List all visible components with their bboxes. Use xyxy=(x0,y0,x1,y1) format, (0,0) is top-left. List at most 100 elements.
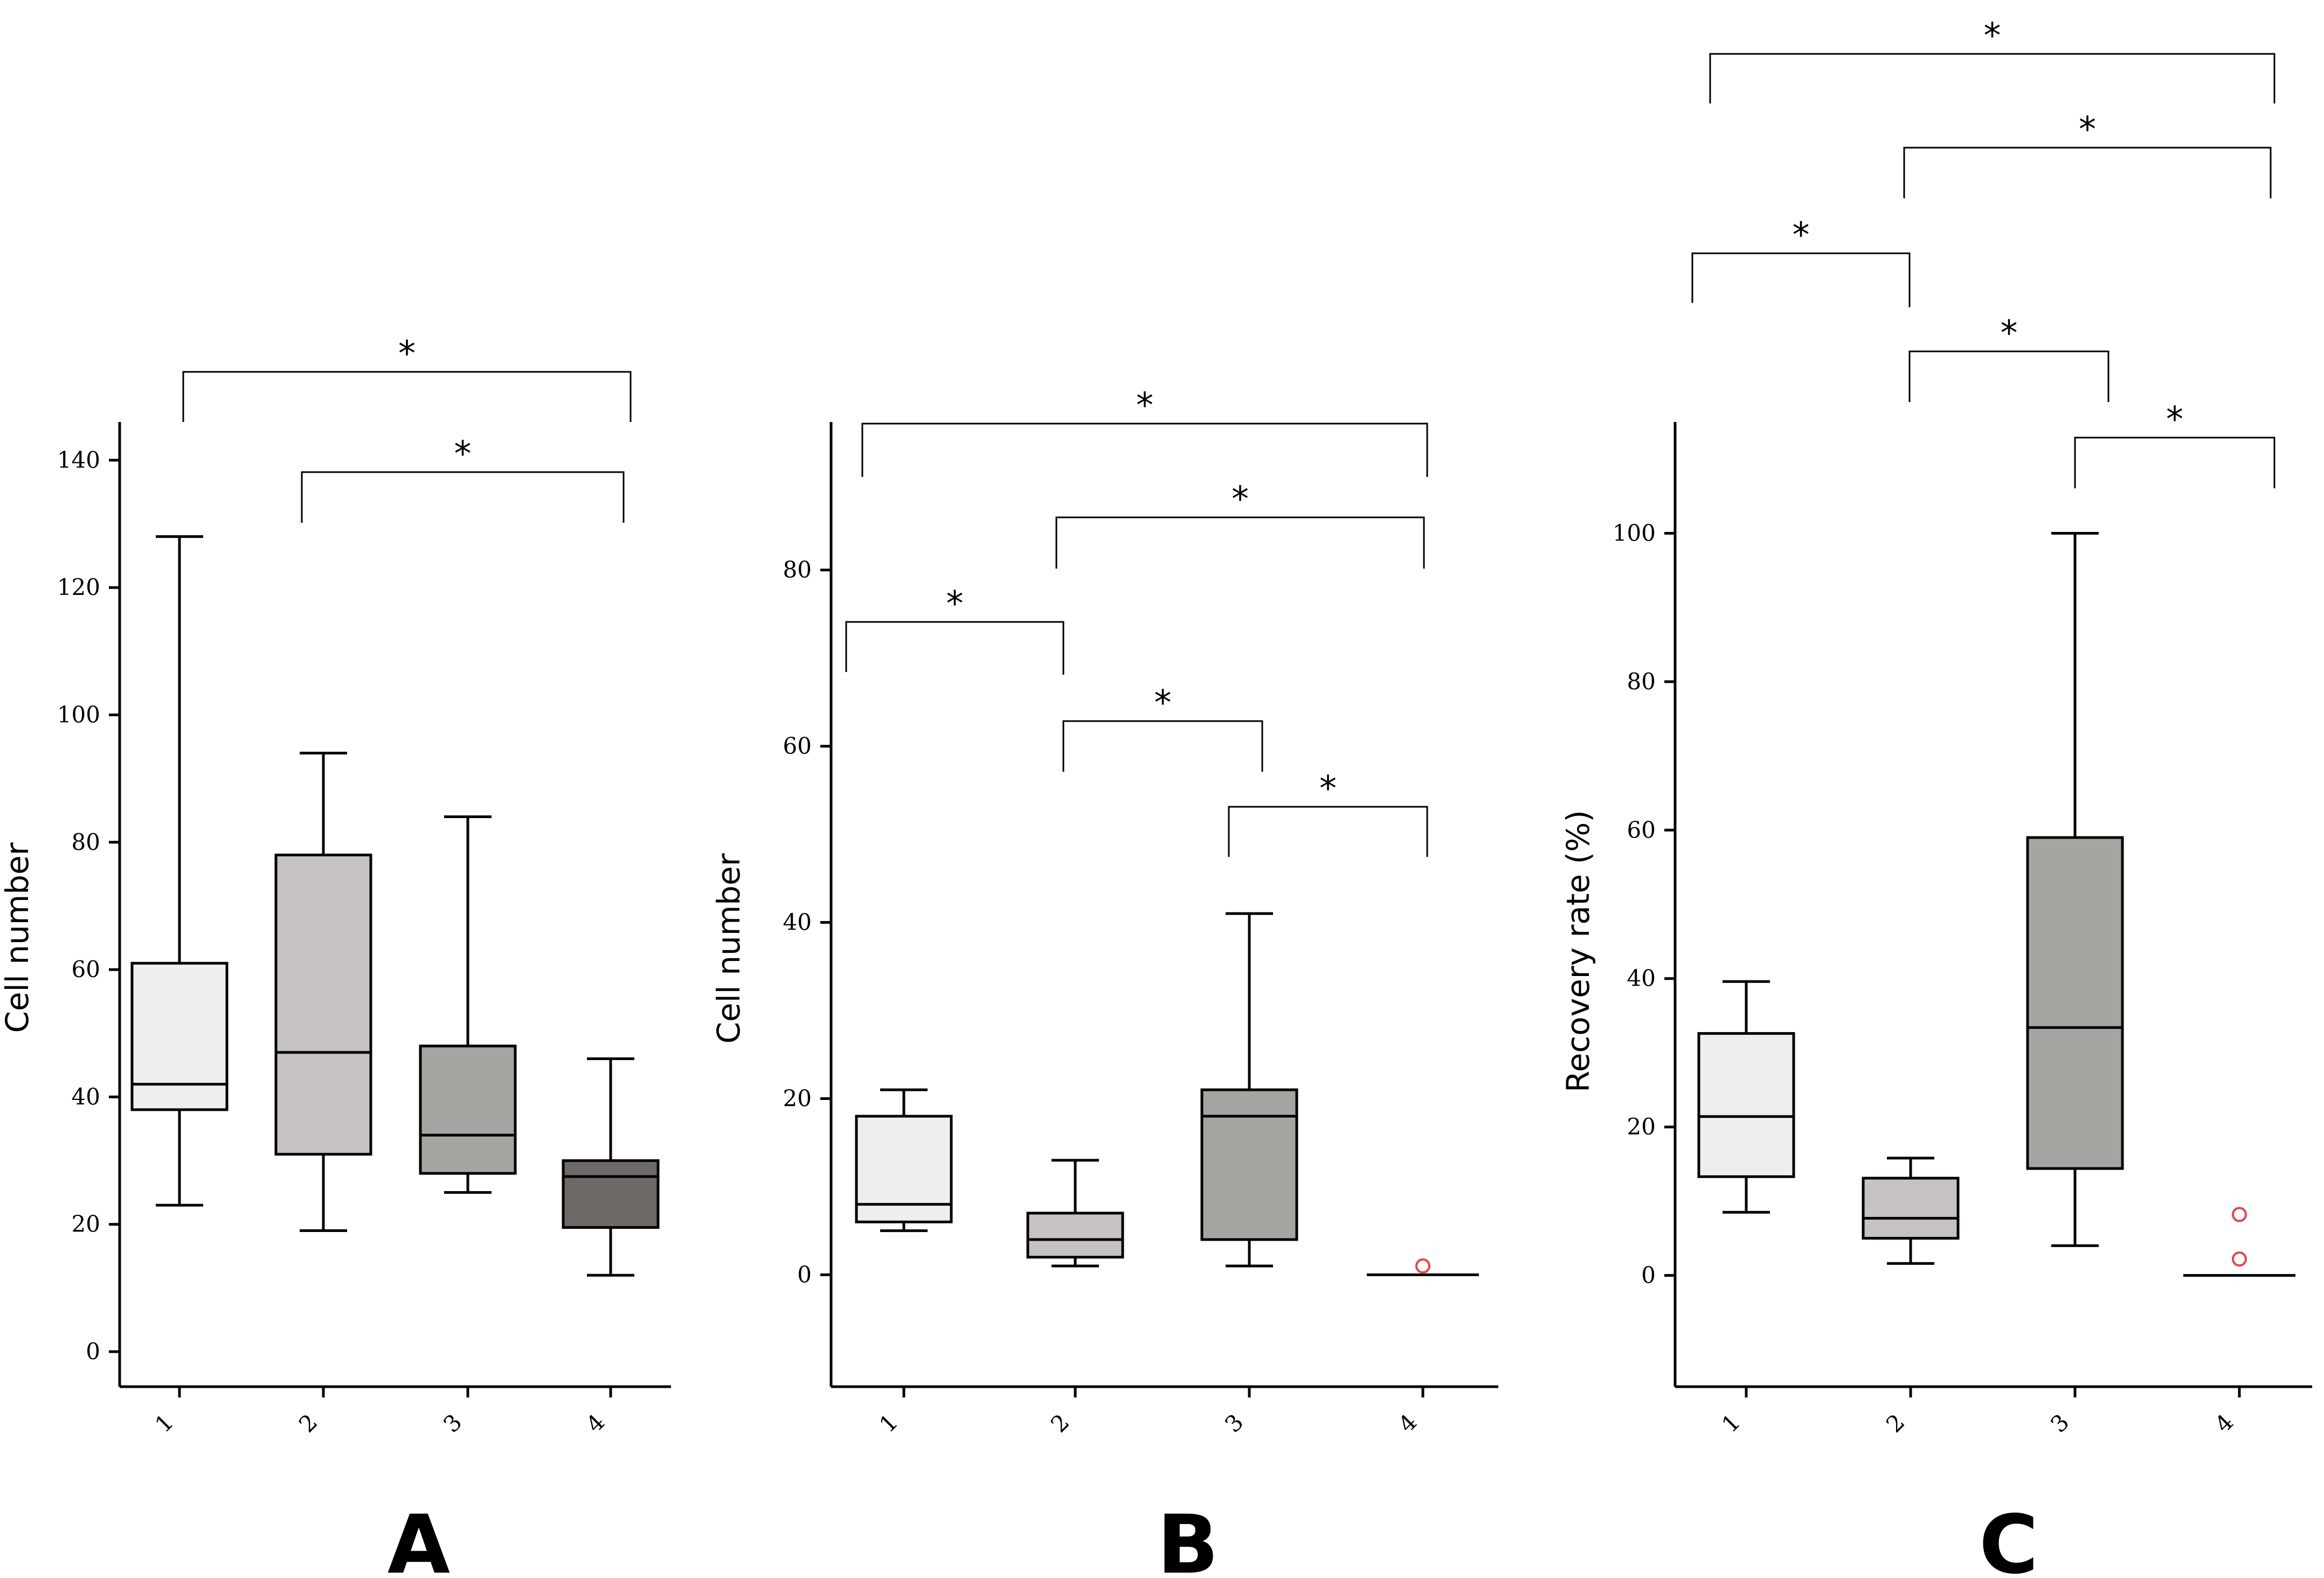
significance-star: * xyxy=(2079,110,2096,150)
bracket-line xyxy=(182,371,632,422)
box-group-1 xyxy=(1697,980,1795,1214)
box-iqr xyxy=(562,1159,660,1229)
significance-star: * xyxy=(2001,314,2018,354)
y-tick-label: 100 xyxy=(57,701,100,728)
x-tick-label: 3 xyxy=(438,1409,467,1438)
significance-bracket-1-4: * xyxy=(861,386,1428,477)
panel-c: 0 20 40 60 80 100 Recovery rate (%) 1 2 3 4 * * * * * xyxy=(1560,16,2312,1438)
significance-star: * xyxy=(1793,216,1810,255)
panel-label-b: B xyxy=(1157,1498,1219,1578)
significance-star: * xyxy=(946,584,964,624)
x-tick-label: 2 xyxy=(1881,1409,1910,1438)
significance-bracket-1-2: * xyxy=(845,584,1064,675)
box-iqr xyxy=(1200,1088,1298,1241)
box-group-2 xyxy=(1862,1157,1960,1265)
significance-bracket-2-3: * xyxy=(1908,314,2109,402)
significance-star: * xyxy=(1154,683,1172,723)
box-iqr xyxy=(1862,1176,1960,1240)
bracket-line xyxy=(1709,53,2275,103)
significance-bracket-3-4: * xyxy=(2074,400,2275,488)
box-iqr xyxy=(2026,836,2124,1170)
significance-star: * xyxy=(454,434,472,474)
outlier-point xyxy=(2232,1207,2247,1222)
y-tick-label: 0 xyxy=(797,1261,812,1288)
outlier-point xyxy=(2232,1251,2247,1267)
y-tick-label: 60 xyxy=(1627,816,1656,843)
y-axis-label: Cell number xyxy=(710,853,747,1043)
y-tick-label: 40 xyxy=(1627,965,1656,992)
x-tick-label: 1 xyxy=(1717,1409,1746,1438)
significance-star: * xyxy=(398,334,416,374)
panel-a: 0 20 40 60 80 100 120 140 Cell number 1 2 3 4 * * xyxy=(0,334,671,1438)
box-group-3 xyxy=(1200,912,1298,1268)
bracket-line xyxy=(1228,806,1428,857)
y-tick-label: 60 xyxy=(72,956,100,982)
outlier-point xyxy=(1415,1258,1430,1274)
bracket-line xyxy=(1062,720,1263,772)
box-group-3 xyxy=(2026,532,2124,1247)
bracket-line xyxy=(861,423,1428,477)
y-tick-label: 20 xyxy=(1627,1113,1656,1140)
significance-bracket-1-4: * xyxy=(182,334,632,422)
bracket-line xyxy=(845,621,1064,675)
significance-bracket-1-2: * xyxy=(1691,216,1911,307)
x-tick-label: 1 xyxy=(150,1409,179,1438)
box-iqr xyxy=(1026,1212,1124,1259)
y-tick-label: 120 xyxy=(57,574,100,600)
box-iqr xyxy=(1697,1032,1795,1178)
panel-label-c: C xyxy=(1979,1498,2039,1578)
significance-bracket-2-4: * xyxy=(1055,480,1425,569)
box-iqr xyxy=(130,961,229,1111)
box-group-2 xyxy=(274,751,372,1233)
x-tick-label: 2 xyxy=(294,1409,323,1438)
significance-bracket-3-4: * xyxy=(1228,769,1428,857)
y-axis-label: Recovery rate (%) xyxy=(1560,810,1596,1092)
significance-star: * xyxy=(1136,386,1153,426)
significance-star: * xyxy=(1984,16,2001,56)
significance-bracket-1-4: * xyxy=(1709,16,2275,103)
box-group-4 xyxy=(1367,1258,1479,1276)
y-tick-label: 20 xyxy=(72,1211,100,1237)
y-tick-label: 100 xyxy=(1613,520,1656,546)
x-tick-label: 4 xyxy=(1393,1409,1422,1438)
y-axis-label: Cell number xyxy=(0,842,36,1033)
significance-star: * xyxy=(1232,480,1249,520)
y-tick-label: 60 xyxy=(783,733,812,759)
significance-bracket-2-4: * xyxy=(301,434,625,523)
box-group-4 xyxy=(2183,1207,2295,1277)
bracket-line xyxy=(301,471,625,523)
significance-bracket-2-4: * xyxy=(1903,110,2272,198)
box-group-3 xyxy=(419,815,517,1194)
bracket-line xyxy=(1903,147,2272,198)
y-tick-label: 0 xyxy=(86,1338,100,1365)
bracket-line xyxy=(2074,437,2275,488)
bracket-line xyxy=(1055,516,1425,569)
x-tick-label: 1 xyxy=(874,1409,903,1438)
y-tick-label: 80 xyxy=(72,829,100,855)
box-iqr xyxy=(274,853,372,1156)
x-tick-label: 2 xyxy=(1046,1409,1075,1438)
y-tick-label: 140 xyxy=(57,447,100,473)
significance-star: * xyxy=(1319,769,1337,809)
box-group-2 xyxy=(1026,1159,1124,1268)
bracket-line xyxy=(1908,350,2109,402)
y-tick-label: 80 xyxy=(1627,668,1656,695)
box-iqr xyxy=(855,1115,953,1223)
panel-b: 0 20 40 60 80 Cell number 1 2 3 4 * * * * * xyxy=(710,386,1498,1438)
significance-star: * xyxy=(2166,400,2183,440)
y-tick-label: 40 xyxy=(72,1083,100,1110)
bracket-line xyxy=(1691,252,1911,307)
box-group-4 xyxy=(562,1057,660,1277)
panel-label-a: A xyxy=(387,1498,451,1578)
significance-bracket-2-3: * xyxy=(1062,683,1263,772)
y-tick-label: 0 xyxy=(1641,1262,1656,1288)
x-tick-label: 3 xyxy=(1220,1409,1249,1438)
box-iqr xyxy=(419,1044,517,1175)
x-tick-label: 4 xyxy=(581,1409,610,1438)
y-tick-label: 40 xyxy=(783,909,812,936)
box-group-1 xyxy=(855,1088,953,1233)
x-tick-label: 4 xyxy=(2210,1409,2239,1438)
box-group-1 xyxy=(130,535,229,1207)
